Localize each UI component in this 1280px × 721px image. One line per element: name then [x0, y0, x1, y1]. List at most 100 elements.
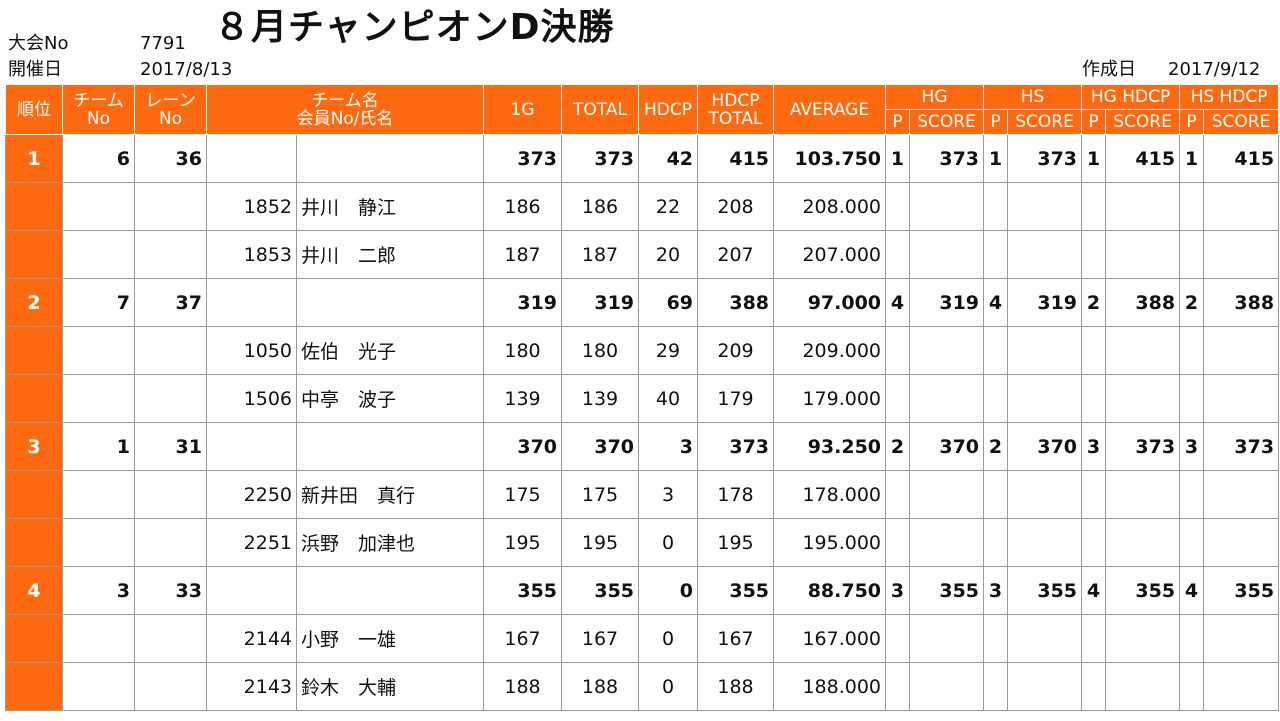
- col-hs: HS: [983, 84, 1083, 110]
- g1-cell: 188: [483, 662, 563, 711]
- hdcp-total-cell: 355: [697, 566, 775, 615]
- hs-score-cell: [1007, 326, 1083, 375]
- total-cell: 187: [561, 230, 640, 279]
- g1-cell: 139: [483, 374, 563, 423]
- total-cell: 188: [561, 662, 640, 711]
- hs-p-cell: [983, 374, 1009, 423]
- col-hg-score: SCORE: [909, 109, 985, 135]
- member-name-cell: [295, 278, 485, 327]
- member-no-cell: 2144: [206, 614, 297, 663]
- hg-score-cell: 319: [909, 278, 985, 327]
- average-cell: 167.000: [773, 614, 887, 663]
- hs-hdcp-p-cell: 2: [1179, 278, 1205, 327]
- rank-cell-blank: [5, 518, 63, 567]
- member-name-cell: 井川 静江: [295, 182, 485, 231]
- member-row: 2144 小野 一雄 167 167 0 167 167.000: [5, 614, 1280, 663]
- hs-p-cell: [983, 182, 1009, 231]
- hdcp-cell: 3: [638, 470, 699, 519]
- team-row: 2 7 37 319 319 69 388 97.000 4 319 4 319 2 388 2 388: [5, 278, 1280, 327]
- member-row: 1852 井川 静江 186 186 22 208 208.000: [5, 182, 1280, 231]
- col-rank: 順位: [5, 84, 63, 135]
- g1-cell: 167: [483, 614, 563, 663]
- hdcp-total-cell: 178: [697, 470, 775, 519]
- col-lane-no: レーン No: [134, 84, 207, 135]
- hs-score-cell: [1007, 518, 1083, 567]
- total-cell: 186: [561, 182, 640, 231]
- hdcp-total-cell: 207: [697, 230, 775, 279]
- hg-hdcp-score-cell: [1105, 326, 1181, 375]
- hs-score-cell: 355: [1007, 566, 1083, 615]
- hg-hdcp-p-cell: [1081, 230, 1107, 279]
- member-no-cell: 1050: [206, 326, 297, 375]
- member-no-cell: [206, 422, 297, 471]
- results-table: 順位 チーム No レーン No チーム名 会員No/氏名 1G TOTAL HDCP…: [5, 84, 1280, 711]
- team-no-cell: [62, 182, 135, 231]
- hg-hdcp-p-cell: 3: [1081, 422, 1107, 471]
- average-cell: 207.000: [773, 230, 887, 279]
- member-row: 1506 中亭 波子 139 139 40 179 179.000: [5, 374, 1280, 423]
- hs-score-cell: [1007, 614, 1083, 663]
- lane-no-cell: [134, 326, 207, 375]
- member-name-cell: 新井田 真行: [295, 470, 485, 519]
- average-cell: 179.000: [773, 374, 887, 423]
- hs-score-cell: 373: [1007, 134, 1083, 183]
- member-name-cell: [295, 134, 485, 183]
- total-cell: 139: [561, 374, 640, 423]
- hs-hdcp-p-cell: [1179, 326, 1205, 375]
- team-no-cell: [62, 518, 135, 567]
- col-hdcp: HDCP: [638, 84, 699, 135]
- hg-hdcp-p-cell: [1081, 614, 1107, 663]
- lane-no-cell: 31: [134, 422, 207, 471]
- hs-hdcp-score-cell: [1203, 182, 1280, 231]
- hg-hdcp-score-cell: [1105, 662, 1181, 711]
- hs-hdcp-score-cell: [1203, 614, 1280, 663]
- hs-hdcp-score-cell: 388: [1203, 278, 1280, 327]
- col-hdcp-total: HDCP TOTAL: [697, 84, 775, 135]
- col-hs-hdcp-p: P: [1179, 109, 1205, 135]
- hs-p-cell: 1: [983, 134, 1009, 183]
- lane-no-cell: [134, 614, 207, 663]
- hs-hdcp-p-cell: 4: [1179, 566, 1205, 615]
- hdcp-cell: 0: [638, 566, 699, 615]
- member-no-cell: [206, 278, 297, 327]
- team-no-cell: [62, 662, 135, 711]
- member-name-cell: 中亭 波子: [295, 374, 485, 423]
- total-cell: 319: [561, 278, 640, 327]
- lane-no-cell: [134, 662, 207, 711]
- member-row: 1853 井川 二郎 187 187 20 207 207.000: [5, 230, 1280, 279]
- lane-no-cell: [134, 374, 207, 423]
- col-1g: 1G: [483, 84, 563, 135]
- hdcp-cell: 29: [638, 326, 699, 375]
- hs-p-cell: 4: [983, 278, 1009, 327]
- team-no-cell: [62, 614, 135, 663]
- hs-p-cell: [983, 518, 1009, 567]
- hg-p-cell: [885, 230, 911, 279]
- team-no-cell: [62, 230, 135, 279]
- hs-p-cell: [983, 326, 1009, 375]
- hg-p-cell: 1: [885, 134, 911, 183]
- hdcp-cell: 20: [638, 230, 699, 279]
- hdcp-cell: 22: [638, 182, 699, 231]
- average-cell: 88.750: [773, 566, 887, 615]
- hdcp-cell: 69: [638, 278, 699, 327]
- lane-no-cell: [134, 230, 207, 279]
- hdcp-total-cell: 209: [697, 326, 775, 375]
- member-name-cell: 浜野 加津也: [295, 518, 485, 567]
- hg-hdcp-score-cell: [1105, 230, 1181, 279]
- created-date-value: 2017/9/12: [1168, 59, 1261, 80]
- total-cell: 167: [561, 614, 640, 663]
- event-no-value: 7791: [140, 33, 186, 54]
- hg-score-cell: [909, 182, 985, 231]
- member-no-cell: 2251: [206, 518, 297, 567]
- col-hg-hdcp-p: P: [1081, 109, 1107, 135]
- hs-hdcp-p-cell: [1179, 374, 1205, 423]
- hg-hdcp-score-cell: [1105, 182, 1181, 231]
- hdcp-total-cell: 208: [697, 182, 775, 231]
- average-cell: 209.000: [773, 326, 887, 375]
- hg-p-cell: 4: [885, 278, 911, 327]
- lane-no-cell: 36: [134, 134, 207, 183]
- hg-p-cell: 2: [885, 422, 911, 471]
- member-no-cell: 2143: [206, 662, 297, 711]
- hdcp-total-cell: 388: [697, 278, 775, 327]
- hg-hdcp-score-cell: 373: [1105, 422, 1181, 471]
